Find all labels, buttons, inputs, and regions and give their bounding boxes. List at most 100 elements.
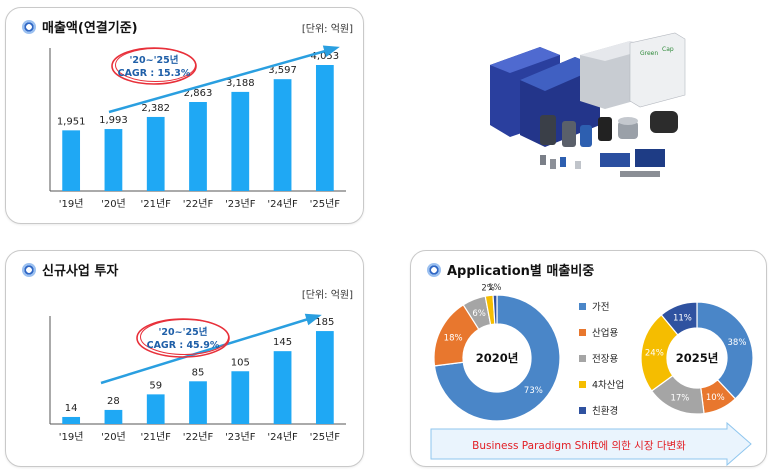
bar-1 xyxy=(104,129,123,191)
x-tick-label-4: '23년F xyxy=(225,431,256,443)
bar-4 xyxy=(231,91,250,191)
bar-value-label-6: 4,053 xyxy=(311,51,340,62)
legend-item: 전장용 xyxy=(579,351,618,365)
bar-value-label-1: 28 xyxy=(107,396,120,407)
bar-0 xyxy=(62,130,81,191)
legend-swatch xyxy=(579,302,586,310)
application-panel: Application별 매출비중 73% 18% 6% 2% 1% 2020년 38% 10… xyxy=(410,250,767,467)
donut-0-slice-label-1: 18% xyxy=(444,333,463,343)
donut-1-slice-0 xyxy=(696,301,754,400)
donut-0-slice-label-0: 73% xyxy=(524,386,543,396)
bar-5 xyxy=(273,79,292,191)
bar-3 xyxy=(189,381,207,424)
x-tick-label-0: '19년 xyxy=(59,431,84,443)
bullet-icon xyxy=(22,19,36,34)
revenue-bar-chart: 1,951 '19년 1,993 '20년 2,382 '21년F 2,863 '22년F 3,… xyxy=(49,45,346,210)
legend-label: 전장용 xyxy=(592,354,619,365)
donut-0-slice-label-2: 6% xyxy=(472,309,486,319)
legend-item: 4차산업 xyxy=(579,377,624,391)
bullet-icon xyxy=(427,262,441,277)
legend-label: 친환경 xyxy=(592,406,619,417)
bar-value-label-6: 185 xyxy=(315,317,334,328)
legend-item: 친환경 xyxy=(579,403,618,417)
legend-item: 가전 xyxy=(579,299,609,313)
bar-value-label-2: 59 xyxy=(149,380,162,391)
cagr-period-label: '20~'25년 xyxy=(130,54,179,66)
donut-1-slice-label-3: 24% xyxy=(645,349,664,359)
bar-value-label-3: 2,863 xyxy=(184,88,213,99)
bullet-icon xyxy=(22,262,36,277)
legend-swatch xyxy=(579,406,586,414)
bar-value-label-5: 3,597 xyxy=(268,65,297,76)
x-tick-label-6: '25년F xyxy=(310,198,341,210)
capacitor-products-photo: Green Cap xyxy=(490,32,686,177)
growth-arrow xyxy=(108,46,337,114)
investment-panel: 신규사업 투자 [단위: 억원] 14 '19년 28 '20년 59 '21년F 85 '2… xyxy=(5,250,364,467)
donut-1-slice-label-2: 17% xyxy=(670,393,689,403)
legend-swatch xyxy=(579,354,586,362)
investment-unit-label: [단위: 억원] xyxy=(301,290,353,301)
product-label-green: Green xyxy=(640,50,658,57)
application-donut-charts: 73% 18% 6% 2%1% 2020년 38% 10% 17% 24% 11% 2025년 Bus… xyxy=(430,283,754,466)
bar-value-label-5: 145 xyxy=(273,337,292,348)
x-tick-label-1: '20년 xyxy=(101,431,126,443)
x-tick-label-6: '25년F xyxy=(310,431,341,443)
x-tick-label-0: '19년 xyxy=(59,198,84,210)
investment-bar-chart: 14 '19년 28 '20년 59 '21년F 85 '22년F 105 '23년F 145 '24… xyxy=(49,313,346,443)
bar-0 xyxy=(62,416,81,424)
cagr-highlight-ellipse xyxy=(111,47,197,85)
revenue-panel-title: 매출액(연결기준) xyxy=(42,21,138,36)
donut-0-slice-label-3: 2% xyxy=(481,284,495,294)
legend-label: 가전 xyxy=(592,302,610,313)
bar-6 xyxy=(315,65,334,191)
cagr-highlight-ellipse-inner xyxy=(115,48,196,82)
bar-value-label-0: 1,951 xyxy=(57,116,86,127)
growth-arrow-head xyxy=(322,45,340,58)
growth-arrow xyxy=(100,314,319,385)
bar-value-label-4: 105 xyxy=(231,357,250,368)
bar-value-label-3: 85 xyxy=(192,367,205,378)
legend-label: 산업용 xyxy=(592,328,619,339)
bar-1 xyxy=(104,409,123,424)
investment-panel-title: 신규사업 투자 xyxy=(42,264,119,279)
bar-value-label-1: 1,993 xyxy=(99,115,128,126)
cagr-period-label: '20~'25년 xyxy=(159,326,208,338)
legend-swatch xyxy=(579,380,586,388)
cagr-highlight-ellipse-inner xyxy=(140,319,229,355)
x-tick-label-4: '23년F xyxy=(225,198,256,210)
application-panel-title-row: Application별 매출비중 xyxy=(427,260,594,279)
product-label-cap: Cap xyxy=(662,46,674,53)
revenue-unit-label: [단위: 억원] xyxy=(301,24,353,35)
donut-1-slice-label-0: 38% xyxy=(728,338,747,348)
revenue-panel-title-row: 매출액(연결기준) xyxy=(22,17,138,36)
bar-5 xyxy=(273,351,292,424)
legend-label: 4차산업 xyxy=(592,380,625,391)
bar-value-label-0: 14 xyxy=(65,403,78,414)
x-tick-label-3: '22년F xyxy=(183,431,214,443)
donut-0-slice-0 xyxy=(433,294,561,422)
bar-value-label-4: 3,188 xyxy=(226,78,255,89)
bar-6 xyxy=(315,331,334,424)
x-tick-label-5: '24년F xyxy=(267,431,298,443)
legend-item: 산업용 xyxy=(579,325,618,339)
x-tick-label-5: '24년F xyxy=(267,198,298,210)
bar-3 xyxy=(189,101,207,191)
paradigm-shift-banner-text: Business Paradigm Shift에 의한 시장 다변화 xyxy=(472,440,686,452)
legend-swatch xyxy=(579,328,586,336)
revenue-panel: 매출액(연결기준) [단위: 억원] 1,951 '19년 1,993 '20년 2,3… xyxy=(5,7,364,224)
donut-0-slice-label-4: 1% xyxy=(488,283,502,293)
bar-2 xyxy=(146,116,165,191)
cagr-value-label: CAGR : 15.3% xyxy=(118,68,191,79)
cagr-highlight-ellipse xyxy=(136,318,230,358)
donut-0-slice-4 xyxy=(492,294,498,325)
investment-panel-title-row: 신규사업 투자 xyxy=(22,260,118,279)
application-panel-title: Application별 매출비중 xyxy=(447,264,595,279)
x-tick-label-2: '21년F xyxy=(140,431,171,443)
bar-4 xyxy=(231,371,250,424)
donut-1-slice-4 xyxy=(660,301,698,336)
growth-arrow-head xyxy=(304,313,322,326)
bar-value-label-2: 2,382 xyxy=(141,103,170,114)
x-tick-label-1: '20년 xyxy=(101,198,126,210)
donut-1-center-label: 2025년 xyxy=(676,351,719,365)
